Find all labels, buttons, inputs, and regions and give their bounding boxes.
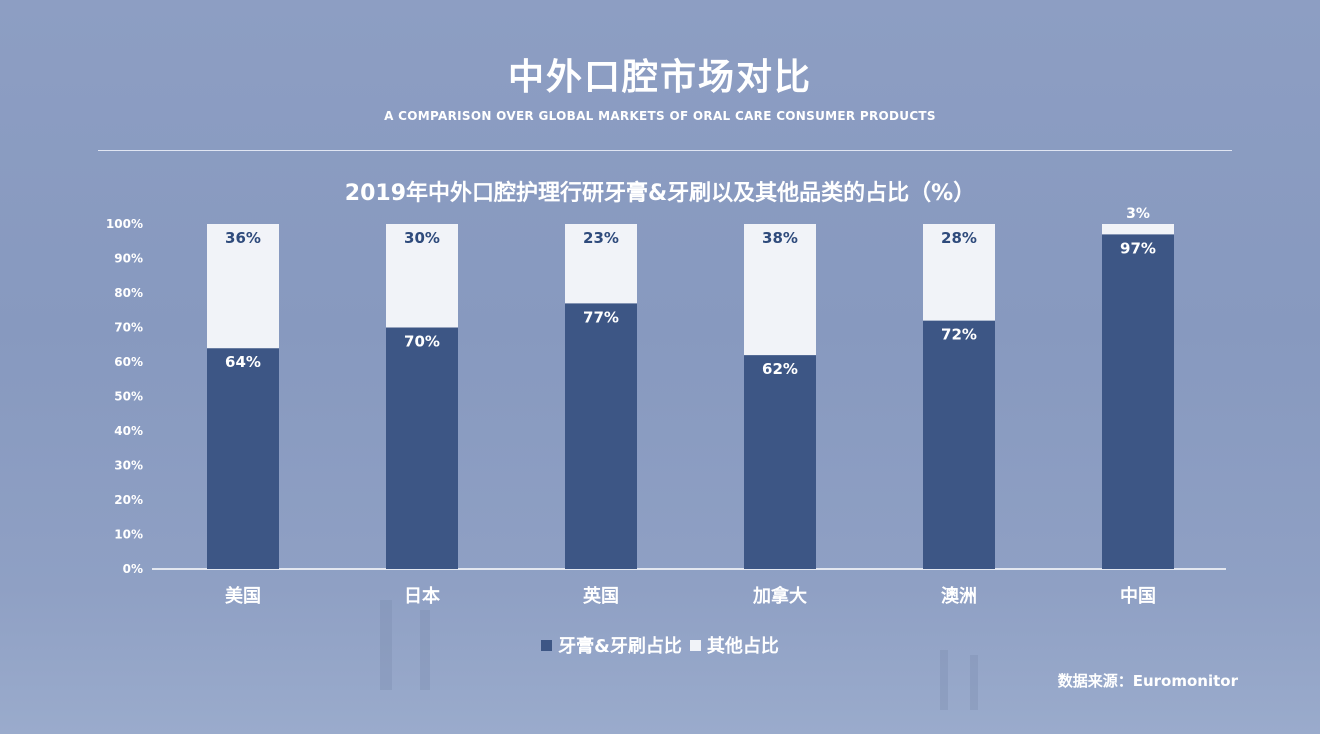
y-tick-label: 90%	[114, 252, 143, 266]
bar-group: 72% 28%	[923, 224, 995, 569]
chart-title: 2019年中外口腔护理行研牙膏&牙刷以及其他品类的占比（%）	[344, 181, 976, 206]
x-axis: 美国 日本 英国 加拿大 澳洲 中国	[225, 585, 1156, 607]
background-brush-stroke	[970, 655, 978, 710]
legend-item-secondary: 其他占比	[689, 632, 779, 658]
bar-group: 62% 38%	[744, 224, 816, 569]
x-tick-label: 加拿大	[752, 585, 807, 607]
background-brush-stroke	[940, 650, 948, 710]
legend-label-primary: 牙膏&牙刷占比	[558, 636, 682, 657]
bar-secondary	[744, 224, 816, 356]
legend-label-secondary: 其他占比	[706, 636, 779, 657]
bar-secondary	[923, 224, 995, 321]
x-tick-label: 中国	[1120, 585, 1156, 607]
y-tick-label: 40%	[114, 424, 143, 438]
y-tick-label: 100%	[106, 217, 143, 231]
data-source: 数据来源：Euromonitor	[1057, 672, 1238, 690]
bar-group: 97% 3%	[1102, 206, 1174, 569]
bar-primary	[744, 355, 816, 569]
bar-secondary	[1102, 224, 1174, 235]
legend-swatch-primary	[541, 639, 553, 651]
x-tick-label: 日本	[404, 585, 440, 607]
legend: 牙膏&牙刷占比 其他占比	[0, 632, 1320, 658]
background-brush-stroke	[380, 600, 392, 690]
bar-primary	[923, 320, 995, 569]
y-tick-label: 60%	[114, 355, 143, 369]
data-label-secondary: 36%	[225, 229, 261, 247]
data-label-primary: 62%	[762, 360, 798, 378]
data-label-secondary: 30%	[404, 229, 440, 247]
bar-group: 64% 36%	[207, 224, 279, 569]
bar-primary	[207, 348, 279, 569]
bar-group: 70% 30%	[386, 224, 458, 569]
legend-item-primary: 牙膏&牙刷占比	[541, 632, 682, 658]
data-label-primary: 72%	[941, 326, 977, 344]
background-brush-stroke	[420, 610, 430, 690]
data-label-secondary: 28%	[941, 229, 977, 247]
bar-secondary	[386, 224, 458, 328]
y-tick-label: 70%	[114, 321, 143, 335]
title-divider	[98, 150, 1232, 151]
data-label-secondary: 38%	[762, 229, 798, 247]
page-title: 中外口腔市场对比	[507, 57, 812, 98]
y-tick-label: 20%	[114, 493, 143, 507]
bar-groups: 64% 36% 70% 30% 77% 23% 62% 38% 72% 28% 97% 3%	[207, 206, 1174, 569]
page-subtitle: A COMPARISON OVER GLOBAL MARKETS OF ORAL…	[384, 109, 936, 123]
bar-primary	[1102, 234, 1174, 569]
bar-secondary	[565, 224, 637, 304]
x-tick-label: 英国	[582, 585, 619, 607]
x-tick-label: 美国	[225, 585, 261, 607]
y-tick-label: 80%	[114, 286, 143, 300]
bar-primary	[565, 303, 637, 569]
x-tick-label: 澳洲	[941, 585, 977, 607]
data-label-primary: 97%	[1120, 239, 1156, 257]
y-tick-label: 50%	[114, 390, 143, 404]
data-label-primary: 64%	[225, 353, 261, 371]
legend-swatch-secondary	[689, 639, 701, 651]
bar-primary	[386, 327, 458, 569]
data-label-primary: 77%	[583, 308, 619, 326]
data-label-secondary: 3%	[1126, 206, 1150, 222]
y-tick-label: 10%	[114, 528, 143, 542]
y-tick-label: 0%	[123, 562, 143, 576]
data-label-secondary: 23%	[583, 229, 619, 247]
y-axis: 0% 10% 20% 30% 40% 50% 60% 70% 80% 90% 100%	[106, 217, 143, 576]
bar-group: 77% 23%	[565, 224, 637, 569]
data-label-primary: 70%	[404, 333, 440, 351]
bar-secondary	[207, 224, 279, 349]
y-tick-label: 30%	[114, 459, 143, 473]
